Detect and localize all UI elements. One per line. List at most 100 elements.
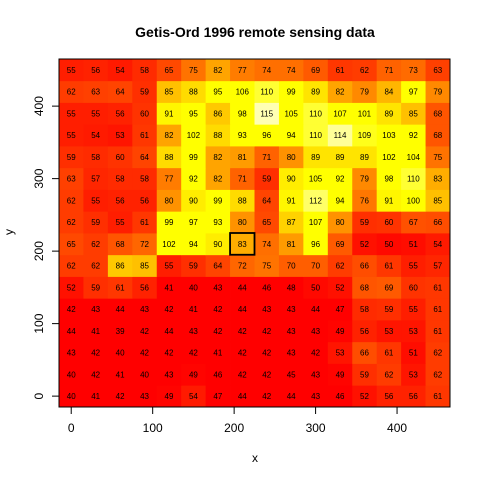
cell-value-label: 56 — [116, 109, 125, 118]
cell-value-label: 90 — [213, 240, 222, 249]
cell-value-label: 74 — [262, 66, 271, 75]
cell-value-label: 82 — [213, 66, 222, 75]
cell-value-label: 42 — [238, 370, 247, 379]
heatmap-cell — [303, 59, 329, 82]
heatmap-cell — [83, 385, 109, 408]
heatmap-cell — [132, 341, 158, 364]
cell-value-label: 46 — [262, 283, 271, 292]
heatmap-cell — [156, 276, 182, 299]
heatmap-cell — [278, 320, 304, 343]
heatmap-cell — [278, 80, 304, 103]
heatmap-cell — [181, 320, 207, 343]
heatmap-cell — [254, 363, 280, 386]
heatmap-cell — [83, 189, 109, 212]
heatmap-cell — [132, 102, 158, 125]
cell-value-label: 93 — [213, 218, 222, 227]
cell-value-label: 89 — [336, 153, 345, 162]
heatmap-cell — [278, 276, 304, 299]
cell-value-label: 42 — [238, 327, 247, 336]
cell-value-label: 73 — [409, 66, 418, 75]
heatmap-cell — [352, 385, 378, 408]
heatmap-cell — [181, 341, 207, 364]
heatmap-cell — [254, 276, 280, 299]
cell-value-label: 96 — [262, 131, 271, 140]
cell-value-label: 42 — [213, 305, 222, 314]
heatmap-cell — [401, 167, 426, 190]
heatmap-cell — [352, 363, 378, 386]
heatmap-cell — [401, 233, 426, 256]
heatmap-cell — [205, 254, 231, 277]
heatmap-cell — [132, 80, 158, 103]
heatmap-cell — [205, 211, 231, 234]
heatmap-cell — [205, 320, 231, 343]
cell-value-label: 95 — [189, 109, 198, 118]
cell-value-label: 110 — [260, 88, 273, 97]
cell-value-label: 80 — [238, 218, 247, 227]
cell-value-label: 97 — [189, 218, 198, 227]
heatmap-cell — [254, 124, 280, 147]
heatmap-cell — [59, 146, 84, 169]
cell-value-label: 82 — [165, 131, 174, 140]
cell-value-label: 49 — [336, 327, 345, 336]
cell-value-label: 51 — [409, 240, 418, 249]
heatmap-cell — [107, 233, 133, 256]
cell-value-label: 41 — [165, 283, 174, 292]
cell-value-label: 61 — [433, 392, 442, 401]
heatmap-cell — [107, 276, 133, 299]
cell-value-label: 59 — [262, 175, 271, 184]
cell-value-label: 77 — [165, 175, 174, 184]
heatmap-cell — [205, 124, 231, 147]
cell-value-label: 40 — [116, 349, 125, 358]
cell-value-label: 44 — [165, 327, 174, 336]
heatmap-cell — [156, 298, 182, 321]
heatmap-cell — [376, 102, 402, 125]
cell-value-label: 99 — [213, 196, 222, 205]
cell-value-label: 95 — [213, 88, 222, 97]
heatmap-cell — [230, 385, 255, 408]
cell-value-label: 41 — [189, 305, 198, 314]
cell-value-label: 39 — [116, 327, 125, 336]
cell-value-label: 94 — [336, 196, 345, 205]
cell-value-label: 88 — [213, 131, 222, 140]
heatmap-cell — [181, 363, 207, 386]
heatmap-cell — [376, 80, 402, 103]
cell-value-label: 92 — [409, 131, 418, 140]
cell-value-label: 75 — [262, 262, 271, 271]
y-tick-label: 100 — [32, 313, 46, 333]
cell-value-label: 105 — [309, 175, 323, 184]
cell-value-label: 74 — [262, 240, 271, 249]
heatmap-cell — [254, 233, 280, 256]
heatmap-cell — [401, 189, 426, 212]
highlighted-cell — [229, 232, 256, 256]
heatmap-cell — [156, 124, 182, 147]
heatmap-cell — [254, 211, 280, 234]
cell-value-label: 63 — [91, 88, 100, 97]
cell-value-label: 88 — [165, 153, 174, 162]
heatmap-cell — [83, 341, 109, 364]
cell-value-label: 41 — [91, 327, 100, 336]
cell-value-label: 59 — [67, 153, 76, 162]
heatmap-cell — [59, 124, 84, 147]
cell-value-label: 102 — [187, 131, 201, 140]
heatmap-cell — [376, 189, 402, 212]
heatmap-cell — [107, 298, 133, 321]
heatmap-cell — [181, 276, 207, 299]
cell-value-label: 43 — [140, 392, 149, 401]
heatmap-cell — [278, 124, 304, 147]
cell-value-label: 50 — [311, 283, 320, 292]
heatmap-cell — [327, 124, 353, 147]
heatmap-cell — [352, 80, 378, 103]
cell-value-label: 71 — [262, 153, 271, 162]
heatmap-cell — [425, 167, 451, 190]
cell-value-label: 89 — [384, 109, 393, 118]
heatmap-cell — [327, 363, 353, 386]
heatmap-cell — [132, 233, 158, 256]
cell-value-label: 59 — [360, 370, 369, 379]
cell-value-label: 43 — [165, 370, 174, 379]
cell-value-label: 55 — [67, 109, 76, 118]
heatmap-cell — [278, 102, 304, 125]
y-tick-label: 200 — [32, 241, 46, 261]
heatmap-cell — [327, 298, 353, 321]
cell-value-label: 80 — [287, 153, 296, 162]
heatmap-cell — [425, 146, 451, 169]
